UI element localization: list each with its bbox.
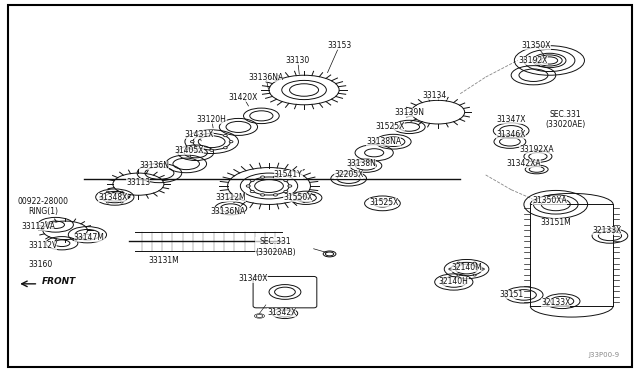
Text: 31541Y: 31541Y [274,170,303,179]
Text: 32140H: 32140H [439,278,468,286]
Text: 33138NA: 33138NA [366,137,401,146]
Circle shape [106,191,109,193]
Text: 33138N: 33138N [346,159,376,169]
Text: 33131M: 33131M [148,256,179,265]
Text: J33P00-9: J33P00-9 [588,352,620,358]
Text: 31342XA: 31342XA [507,159,541,169]
Text: 31348X: 31348X [98,193,127,202]
Circle shape [260,194,264,196]
Text: 33112VA: 33112VA [21,222,55,231]
Text: 31346X: 31346X [497,130,526,139]
Circle shape [120,201,123,203]
Text: SEC.331
(33020AB): SEC.331 (33020AB) [255,237,296,257]
Text: 31350X: 31350X [522,41,552,50]
Text: 31525X: 31525X [369,198,399,207]
Circle shape [284,190,288,193]
Text: 33136NA: 33136NA [210,207,245,217]
Circle shape [246,185,250,187]
Text: 33139N: 33139N [394,108,424,117]
Circle shape [120,191,123,193]
Circle shape [127,196,130,198]
Circle shape [210,132,214,134]
Text: 33151M: 33151M [540,218,571,227]
Circle shape [250,190,254,193]
Circle shape [196,147,200,149]
Circle shape [210,149,214,151]
Circle shape [473,274,476,276]
Circle shape [473,262,476,264]
Text: 31342X: 31342X [267,308,296,317]
Circle shape [260,176,264,178]
Text: 32205X: 32205X [334,170,364,179]
Circle shape [457,274,460,276]
Circle shape [273,194,278,196]
Text: 00922-28000
RING(1): 00922-28000 RING(1) [17,197,68,216]
Circle shape [273,176,278,178]
Text: 33160: 33160 [29,260,53,269]
Circle shape [250,179,254,182]
Circle shape [223,147,227,149]
Text: 31350XA: 31350XA [532,196,567,205]
Text: 32133X: 32133X [592,226,621,235]
Circle shape [229,141,233,143]
Text: 33192XA: 33192XA [519,145,554,154]
Text: 33134: 33134 [422,91,447,100]
Text: 32133X: 32133X [541,298,570,307]
Text: FRONT: FRONT [42,278,76,286]
Circle shape [100,196,102,198]
Text: 33113: 33113 [126,178,150,187]
Text: 33136N: 33136N [140,161,170,170]
Text: 31340X: 31340X [238,274,268,283]
FancyBboxPatch shape [253,276,317,308]
Circle shape [284,179,288,182]
Circle shape [223,135,227,137]
Text: 33147M: 33147M [74,233,105,242]
Text: 31405X: 31405X [175,147,204,155]
Text: 31347X: 31347X [497,115,526,124]
Text: 33112V: 33112V [28,241,58,250]
Text: 33136NA: 33136NA [248,73,284,81]
Text: 31420X: 31420X [229,93,258,102]
Text: SEC.331
(33020AE): SEC.331 (33020AE) [545,110,586,129]
Circle shape [457,262,460,264]
Text: 33130: 33130 [285,56,310,65]
Circle shape [481,268,484,270]
Text: 33192X: 33192X [519,56,548,65]
Text: 31550X: 31550X [283,193,312,202]
Circle shape [288,185,292,187]
Text: 33120H: 33120H [196,115,227,124]
Text: 32140M: 32140M [451,263,482,272]
Text: 33153: 33153 [327,41,351,50]
Circle shape [449,268,452,270]
Text: 33112M: 33112M [216,193,246,202]
Text: 31525X: 31525X [376,122,404,131]
Circle shape [106,201,109,203]
Text: 31431X: 31431X [184,130,214,139]
Text: 33151: 33151 [499,291,524,299]
Circle shape [196,135,200,137]
Circle shape [190,141,194,143]
